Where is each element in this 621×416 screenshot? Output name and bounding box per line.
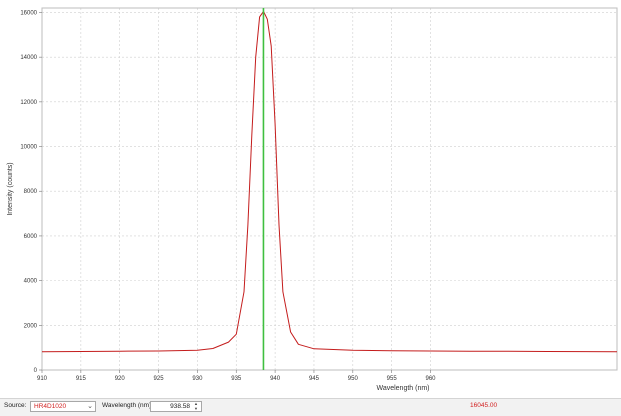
chart-background: [0, 0, 621, 396]
x-tick-label: 910: [37, 376, 48, 382]
axes: 910 915 920 925 930 935 940 945 950 955 960 0 2000 40…: [20, 7, 618, 382]
y-tick-label: 2000: [24, 323, 38, 329]
source-value: HR4D1020: [34, 403, 67, 410]
wavelength-value: 938.58: [170, 403, 190, 410]
y-axis-label: Intensity (counts): [7, 162, 14, 215]
x-tick-label: 960: [426, 376, 437, 382]
spectrum-chart[interactable]: 910 915 920 925 930 935 940 945 950 955 960 0 2000 40…: [0, 0, 621, 396]
series: [41, 10, 618, 353]
x-tick-label: 915: [76, 376, 87, 382]
spectrum-chart-svg[interactable]: 910 915 920 925 930 935 940 945 950 955 960 0 2000 40…: [0, 0, 621, 396]
x-tick-label: 930: [192, 376, 203, 382]
x-tick-label: 945: [309, 376, 320, 382]
y-tick-label: 8000: [24, 189, 38, 195]
source-select[interactable]: HR4D1020 ⌄: [30, 401, 96, 412]
spin-arrows-icon[interactable]: ▲ ▼: [194, 401, 198, 411]
y-tick-label: 16000: [20, 10, 37, 16]
y-tick-label: 6000: [24, 234, 38, 240]
status-bar: Source: HR4D1020 ⌄ Wavelength (nm): 938.…: [0, 398, 621, 416]
x-tick-label: 955: [387, 376, 398, 382]
y-tick-label: 14000: [20, 55, 37, 61]
x-tick-label: 920: [115, 376, 126, 382]
x-tick-label: 925: [154, 376, 165, 382]
spectrum-line: [41, 10, 618, 353]
chevron-down-icon: ⌄: [87, 403, 93, 410]
intensity-readout: 16045.00: [470, 402, 498, 409]
x-tick-label: 935: [231, 376, 242, 382]
y-tick-label: 12000: [20, 100, 37, 106]
x-axis-label: Wavelength (nm): [376, 385, 429, 392]
y-tick-label: 0: [34, 368, 38, 374]
x-tick-label: 940: [270, 376, 281, 382]
source-label: Source:: [4, 402, 27, 409]
wavelength-spinbox[interactable]: 938.58 ▲ ▼: [150, 401, 202, 412]
y-tick-label: 10000: [20, 145, 37, 151]
axis-labels: Wavelength (nm) Intensity (counts): [7, 162, 430, 392]
wavelength-label: Wavelength (nm):: [102, 402, 154, 409]
x-tick-label: 950: [348, 376, 359, 382]
plot-area-border: [41, 7, 618, 371]
grid: [41, 8, 617, 370]
y-tick-label: 4000: [24, 279, 38, 285]
